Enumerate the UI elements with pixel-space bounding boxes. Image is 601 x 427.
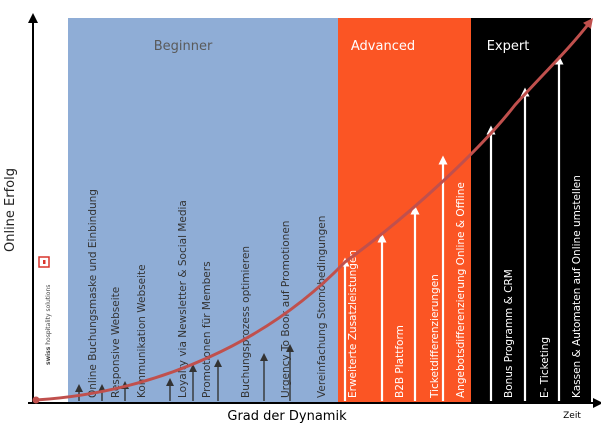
curve-start-dot	[32, 396, 40, 404]
item-label-e-ticketing: E- Ticketing	[539, 337, 551, 398]
zone-label-beginner: Beginner	[154, 39, 213, 54]
zone-beginner	[68, 18, 338, 403]
x-axis-label: Grad der Dynamik	[227, 409, 347, 424]
item-label-buchungsprozess-optimieren: Buchungsprozess optimieren	[240, 246, 252, 398]
zone-label-advanced: Advanced	[351, 39, 415, 54]
item-label-promotionen-für-members: Promotionen für Members	[201, 261, 213, 398]
zone-label-expert: Expert	[487, 39, 530, 54]
x-axis-end-label: Zeit	[563, 411, 581, 421]
logo-mark-icon	[38, 256, 50, 268]
y-axis-label: Online Erfolg	[3, 168, 18, 252]
item-label-urgency-to-book-auf-promotionen: Urgency To Book auf Promotionen	[280, 221, 292, 398]
company-logo: swiss hospitality solutions	[38, 256, 52, 365]
item-label-b2b-plattform: B2B Plattform	[394, 325, 406, 398]
item-label-vereinfachung-stornobedingungen: Vereinfachung Stornobedingungen	[316, 216, 328, 398]
item-label-online-buchungsmaske-und-einbindung: Online Buchungsmaske und Einbindung	[87, 189, 99, 398]
item-label-bonus-programm-and-crm: Bonus Programm & CRM	[503, 269, 515, 398]
logo-text: swiss hospitality solutions	[45, 285, 52, 365]
item-label-responsive-webseite: Responsive Webseite	[110, 287, 122, 398]
item-label-kommunikation-webseite: Kommunikation Webseite	[136, 264, 148, 398]
item-label-kassen-and-automaten-auf-online-umstellen: Kassen & Automaten auf Online umstellen	[571, 175, 583, 398]
item-label-loyalty-via-newsletter-and-social-media: Loyalty via Newsletter & Social Media	[177, 200, 189, 398]
growth-curve	[35, 18, 594, 402]
item-label-angebotsdifferenzierung-online-and-offline: Angebotsdifferenzierung Online & Offline	[455, 182, 467, 398]
item-label-ticketdifferenzierungen: Ticketdifferenzierungen	[429, 274, 441, 399]
zone-advanced	[338, 18, 471, 403]
item-label-erweiterte-zusatzleistungen: Erweiterte Zusatzleistungen	[347, 250, 359, 398]
